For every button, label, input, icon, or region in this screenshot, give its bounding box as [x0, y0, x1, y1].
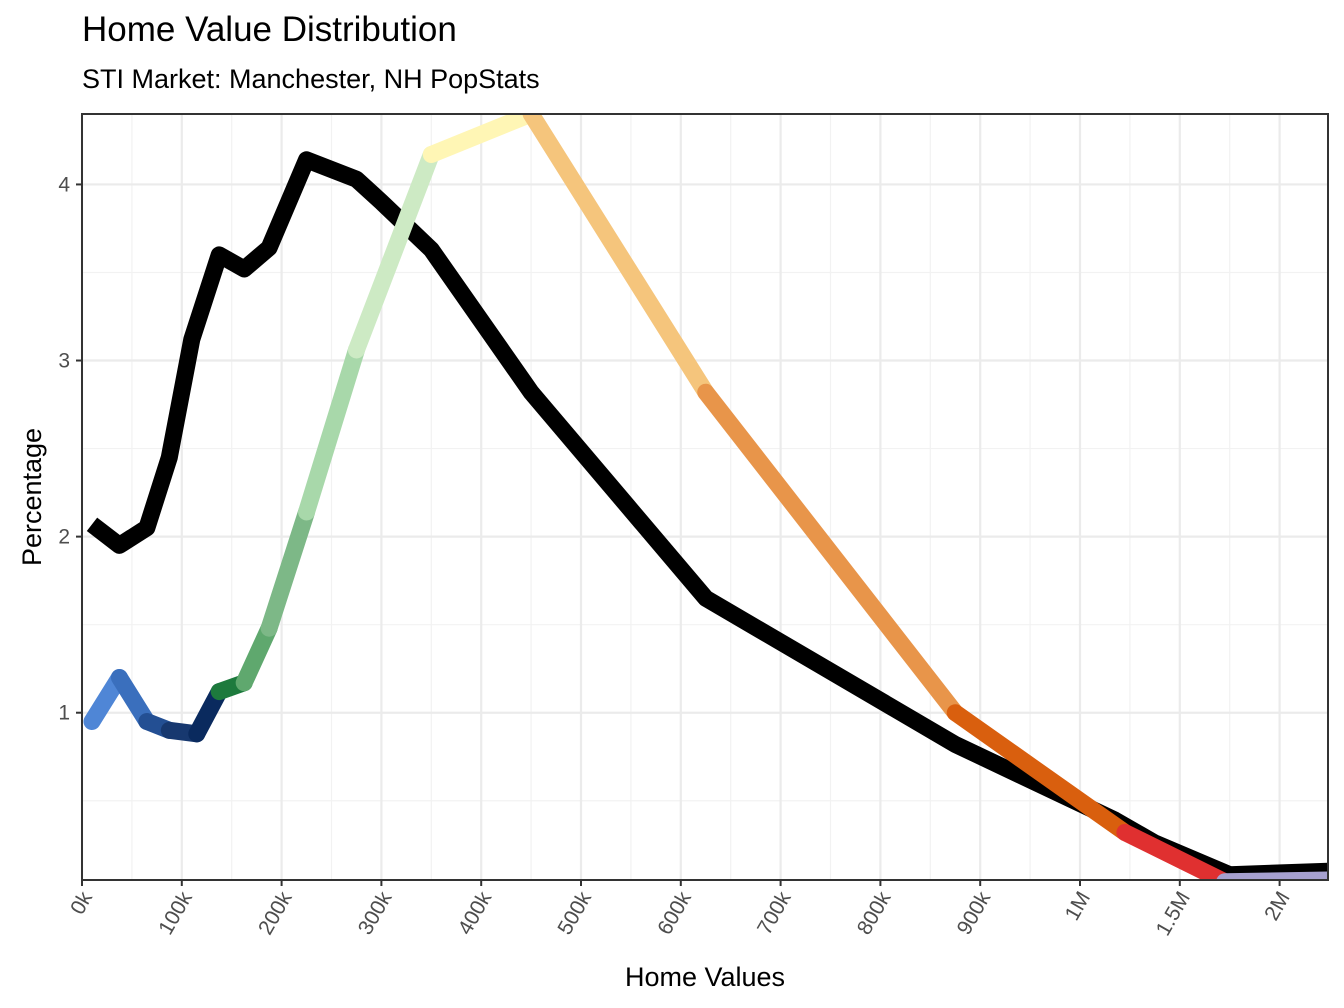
chart-subtitle: STI Market: Manchester, NH PopStats — [82, 64, 540, 94]
series-lines — [83, 114, 1328, 880]
x-tick-label: 1.5M — [1152, 888, 1195, 940]
x-tick-label: 2M — [1260, 888, 1295, 925]
x-tick-label: 600k — [653, 887, 696, 938]
series-segment — [522, 114, 715, 401]
x-tick-label: 0k — [66, 887, 97, 918]
x-tick-label: 200k — [254, 887, 297, 938]
series-segment — [298, 341, 365, 521]
series-segment — [347, 146, 440, 359]
x-tick-label: 500k — [553, 887, 596, 938]
plot-border — [81, 113, 1329, 881]
x-tick-label: 1M — [1061, 888, 1096, 925]
y-tick-label: 3 — [58, 350, 70, 373]
x-axis: 0k 100k 200k 300k 400k 500k 600k 700k 800k 900k 1M… — [66, 880, 1295, 940]
series-segment — [260, 503, 316, 637]
series-segment — [235, 619, 278, 692]
y-axis-label: Percentage — [17, 428, 47, 566]
series-segment — [110, 668, 156, 731]
series-segment — [946, 704, 1134, 841]
plot-background — [82, 114, 1328, 880]
series-segment — [422, 114, 540, 164]
x-tick-label: 800k — [853, 887, 896, 938]
y-tick-label: 2 — [58, 526, 70, 549]
series-line-colored — [83, 114, 1328, 880]
grid-minor — [82, 114, 1328, 880]
x-tick-label: 100k — [154, 887, 197, 938]
x-tick-label: 300k — [354, 887, 397, 938]
y-tick-label: 4 — [58, 173, 70, 196]
y-tick-label: 1 — [58, 702, 70, 725]
chart-title: Home Value Distribution — [82, 10, 457, 49]
x-tick-label: 900k — [953, 887, 996, 938]
series-segment — [697, 383, 964, 722]
x-tick-label: 400k — [454, 887, 497, 938]
x-tick-label: 700k — [753, 887, 796, 938]
y-axis: 1 2 3 4 — [58, 173, 82, 725]
x-axis-label: Home Values — [625, 962, 785, 992]
series-segment — [1116, 823, 1233, 880]
